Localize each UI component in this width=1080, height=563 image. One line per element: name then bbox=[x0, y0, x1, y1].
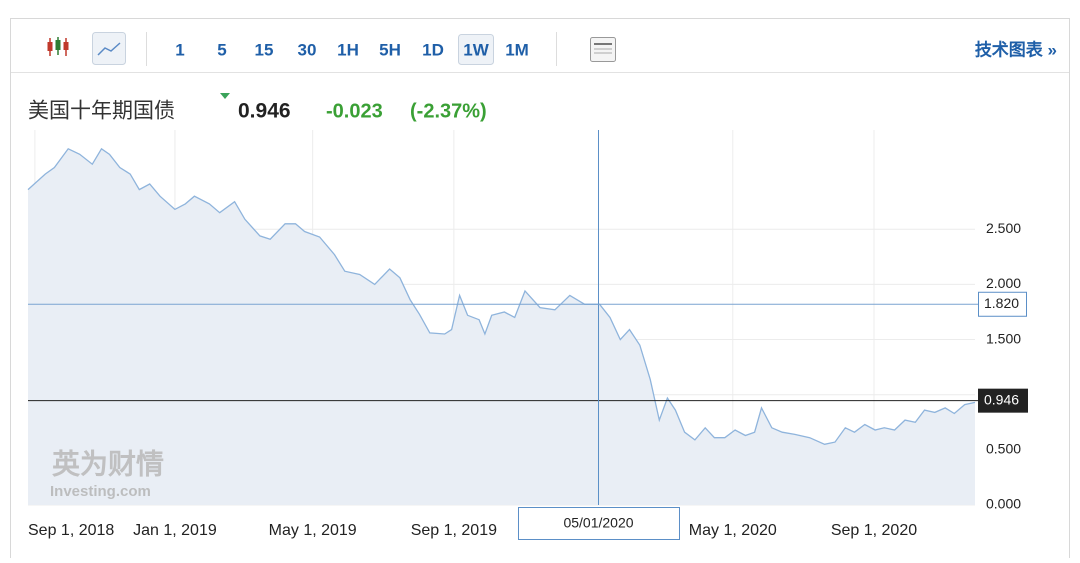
change: -0.023 bbox=[326, 100, 383, 122]
interval-button[interactable]: 1 bbox=[175, 40, 184, 59]
x-tick-label: Jan 1, 2019 bbox=[133, 522, 217, 539]
y-tick-label: 1.500 bbox=[986, 330, 1021, 346]
x-tick-label: Sep 1, 2020 bbox=[831, 522, 917, 539]
y-tick-label: 0.500 bbox=[986, 441, 1021, 457]
line-icon-glyph bbox=[97, 42, 121, 56]
interval-button[interactable]: 1H bbox=[337, 40, 359, 59]
change-pct: (-2.37%) bbox=[410, 100, 487, 122]
crosshair-y-label: 1.820 bbox=[984, 295, 1019, 311]
watermark-brand: 英为财情 bbox=[52, 448, 164, 479]
interval-button[interactable]: 15 bbox=[255, 40, 274, 59]
x-tick-label: May 1, 2019 bbox=[269, 522, 357, 539]
icon-part bbox=[63, 42, 69, 50]
x-tick-label: Sep 1, 2018 bbox=[28, 522, 114, 539]
interval-group: 1 5 15 30 1H 5H 1D 1W 1M bbox=[175, 34, 529, 65]
flag-icon bbox=[220, 93, 230, 99]
interval-active[interactable] bbox=[458, 34, 494, 65]
interval-button[interactable]: 5H bbox=[379, 40, 401, 59]
watermark-site: Investing.com bbox=[50, 483, 151, 500]
crosshair-x-box bbox=[517, 507, 680, 540]
y-tick-label: 2.000 bbox=[986, 275, 1021, 291]
line-icon[interactable] bbox=[92, 32, 126, 65]
last-value-box bbox=[978, 388, 1028, 413]
interval-button[interactable]: 1D bbox=[422, 40, 444, 59]
last-value-label: 0.946 bbox=[984, 391, 1019, 407]
line bbox=[27, 147, 976, 445]
x-tick-label: May 1, 2020 bbox=[689, 522, 777, 539]
interval-button[interactable]: 1M bbox=[505, 40, 529, 59]
interval-button[interactable]: 30 bbox=[298, 40, 317, 59]
icon-part bbox=[47, 42, 53, 51]
interval-button[interactable]: 1W bbox=[463, 40, 489, 59]
candle-icon[interactable] bbox=[47, 37, 69, 56]
interval-button[interactable]: 5 bbox=[217, 40, 226, 59]
crosshair-y-box bbox=[978, 291, 1027, 317]
y-tick-label: 0.000 bbox=[986, 496, 1021, 512]
y-tick-label: 2.500 bbox=[986, 220, 1021, 236]
instrument-name: 美国十年期国债 bbox=[28, 100, 175, 123]
plot: Sep 1, 2018 Jan 1, 2019 May 1, 2019 Sep 1, … bbox=[27, 130, 1028, 540]
crosshair-x-label: 05/01/2020 bbox=[563, 515, 633, 531]
icon-part bbox=[55, 40, 61, 50]
price: 0.946 bbox=[238, 100, 291, 123]
tech-chart-link[interactable]: 技术图表 » bbox=[975, 39, 1057, 59]
x-tick-label: Sep 1, 2019 bbox=[411, 522, 497, 539]
